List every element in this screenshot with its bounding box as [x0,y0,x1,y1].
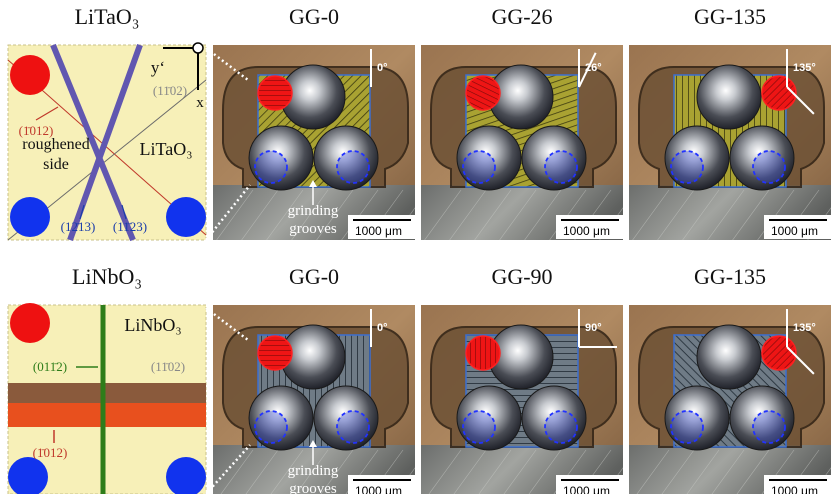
schematic-label: LiTaO₃ [140,139,193,159]
panel: 135° 1000 μm [629,45,831,245]
schematic-label: (1̄012) [33,445,68,460]
annotation-label: grooves [289,481,337,494]
schematic: y‘x(1̄012)(11̄02)roughenedsideLiTaO₃(12̄… [8,43,206,240]
electrode-blue [10,197,50,237]
ball [697,325,761,389]
electrode-red [466,336,500,370]
electrode-blue [166,197,206,237]
figure: LiTaO₃ y‘ x (1̄012) (11̄02) roughened side LiTa… [0,0,831,494]
electrode-red [10,55,50,95]
schematic-label: (12̄13) [61,219,96,234]
schematic-label: (11̄23) [113,219,147,234]
panel-title: GG-90 [491,264,552,289]
electrode-red [10,303,50,343]
electrode-red [762,336,796,370]
scale-label: 1000 μm [355,224,402,238]
schematic-label: (11̄02) [151,359,185,374]
photo: 135° 1000 μm [629,45,831,245]
electrode-blue [545,411,577,443]
electrode-red [258,336,292,370]
schematic-label: x [196,95,204,111]
schematic-label: roughened [22,136,90,153]
schematic-label: LiNbO₃ [124,315,181,335]
annotation-label: grooves [289,221,337,237]
scale-label: 1000 μm [563,224,610,238]
band-orange [8,403,206,427]
photo: 135° 1000 μm [629,305,831,494]
band-brown [8,383,206,403]
electrode-blue [753,411,785,443]
panel-title: GG-135 [694,4,766,29]
schematic-label: y‘ [151,58,165,77]
panel-title: GG-0 [289,264,339,289]
panel: 135° 1000 μm [629,305,831,494]
electrode-blue [545,151,577,183]
panel-title: GG-135 [694,264,766,289]
schematic-label: side [43,156,69,173]
scale-label: 1000 μm [563,484,610,494]
angle-label: 0° [377,322,388,334]
axis-z [193,43,203,53]
photo: 26° 1000 μm [421,45,661,245]
electrode-blue [463,151,495,183]
row-title: LiTaO₃ [75,4,140,29]
photo: 0° grinding grooves 1000 μm [213,305,453,494]
electrode-blue [337,151,369,183]
row: LiNbO₃ LiNbO₃ (011̄2) (11̄02) (1̄012) GG-0 0° g… [8,264,831,494]
scale-label: 1000 μm [355,484,402,494]
angle-label: 90° [585,322,602,334]
electrode-blue [463,411,495,443]
annotation-label: grinding [288,203,339,219]
electrode-blue [255,151,287,183]
electrode-blue [337,411,369,443]
photo: 90° 1000 μm [421,305,661,494]
electrode-blue [753,151,785,183]
angle-label: 26° [585,62,602,74]
angle-label: 135° [793,322,816,334]
row: LiTaO₃y‘x(1̄012)(11̄02)roughenedsideLiTa… [8,4,831,245]
panel: 90° 1000 μm [421,305,661,494]
schematic-label: (11̄02) [153,83,187,98]
panel-title: GG-0 [289,4,339,29]
angle-label: 135° [793,62,816,74]
panel: 26° 1000 μm [421,45,661,245]
angle-label: 0° [377,62,388,74]
photo: 0° grinding grooves 1000 μm [213,45,453,245]
panel: 0° grinding grooves 1000 μm [213,305,453,494]
electrode-blue [255,411,287,443]
panel-title: GG-26 [491,4,552,29]
electrode-red [466,76,500,110]
scale-label: 1000 μm [771,224,818,238]
annotation-label: grinding [288,463,339,479]
panel: 0° grinding grooves 1000 μm [213,45,453,245]
ball [697,65,761,129]
schematic: LiNbO₃ (011̄2) (11̄02) (1̄012) [8,303,206,494]
electrode-red [762,76,796,110]
row-title: LiNbO₃ [72,264,142,289]
electrode-blue [671,151,703,183]
schematic-label: (011̄2) [33,359,67,374]
scale-label: 1000 μm [771,484,818,494]
electrode-blue [671,411,703,443]
electrode-red [258,76,292,110]
content: LiTaO₃ y‘ x (1̄012) (11̄02) roughened side LiTa… [8,4,831,494]
